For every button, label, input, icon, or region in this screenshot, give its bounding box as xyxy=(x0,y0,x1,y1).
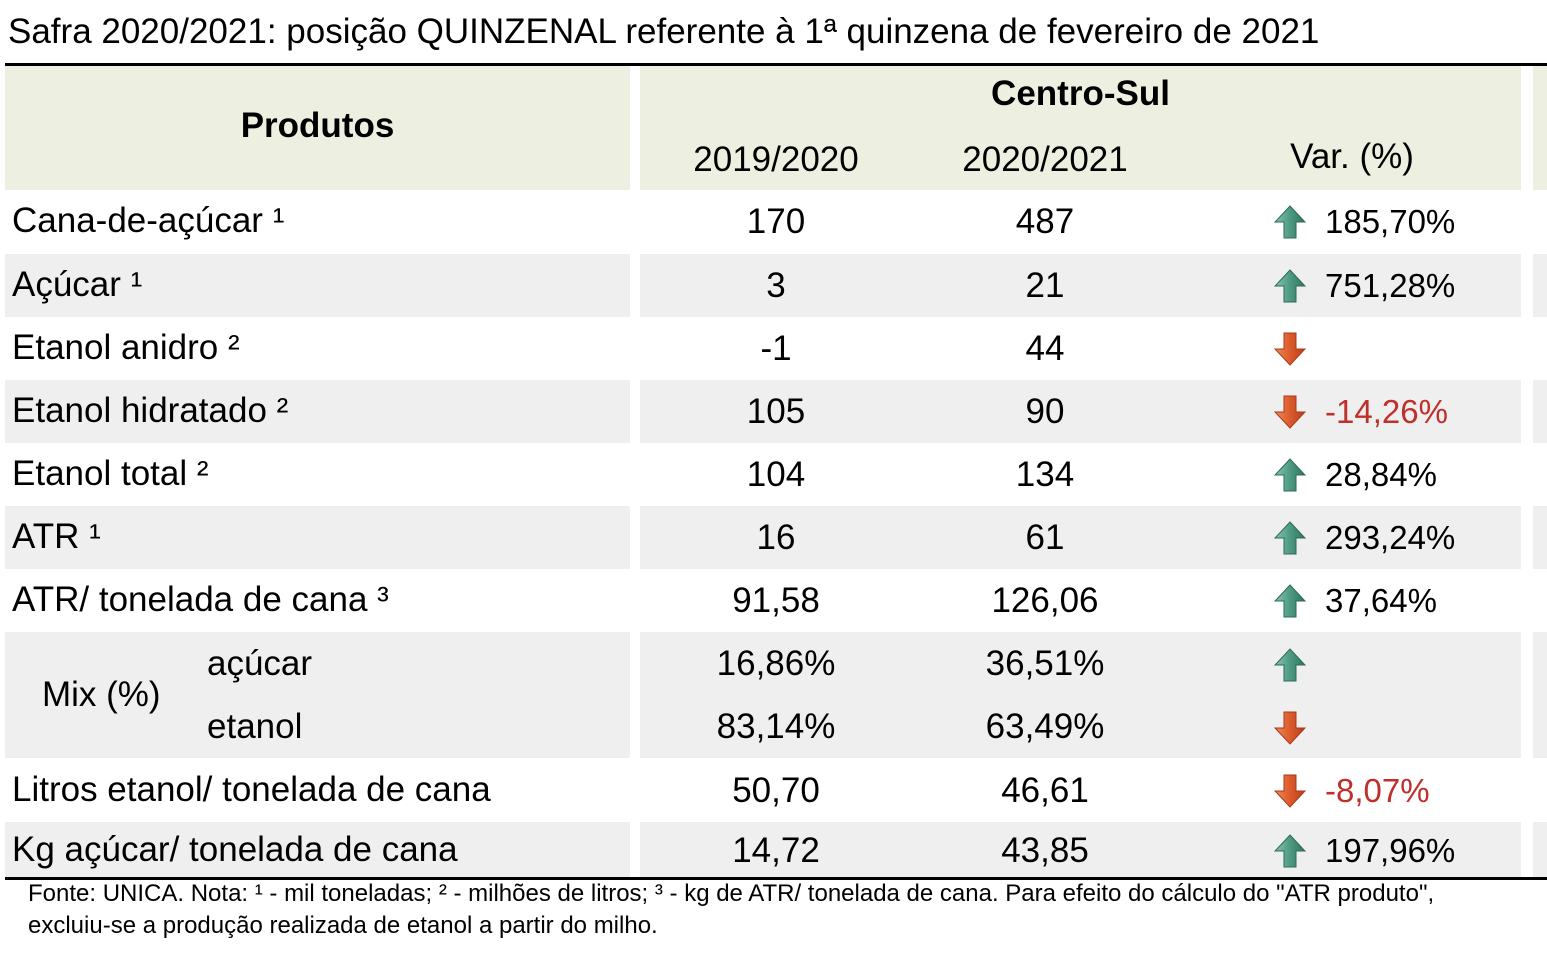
up-arrow-icon xyxy=(1274,648,1306,682)
row-value-2020-2021: 134 xyxy=(1015,455,1075,494)
footnote: Fonte: UNICA. Nota: ¹ - mil toneladas; ²… xyxy=(28,880,1435,939)
row-variation: 37,64% xyxy=(1325,582,1437,619)
row-variation: 185,70% xyxy=(1325,203,1456,240)
row-band xyxy=(5,254,630,317)
row-band xyxy=(1533,254,1547,317)
row-band xyxy=(5,632,630,758)
row-value-2019-2020: 91,58 xyxy=(732,581,820,620)
row-value-2019-2020: 104 xyxy=(746,455,806,494)
up-arrow-icon xyxy=(1274,458,1306,492)
down-arrow-icon xyxy=(1274,332,1306,366)
up-arrow-icon xyxy=(1274,205,1306,239)
row-value-2020-2021: 90 xyxy=(1025,392,1065,431)
row-variation: -8,07% xyxy=(1325,772,1430,809)
row-variation: 751,28% xyxy=(1325,267,1456,304)
header-region: Centro-Sul xyxy=(991,74,1170,113)
row-band xyxy=(640,506,1521,569)
row-band xyxy=(5,506,630,569)
row-label: Etanol hidratado ² xyxy=(12,391,289,430)
header-col-2020-2021: 2020/2021 xyxy=(962,140,1128,179)
row-label: Etanol total ² xyxy=(12,454,209,493)
row-label: Cana-de-açúcar ¹ xyxy=(12,201,285,240)
row-variation: 197,96% xyxy=(1325,832,1456,869)
mix-acucar-2019-2020: 16,86% xyxy=(716,644,836,683)
down-arrow-icon xyxy=(1274,395,1306,429)
row-variation: 293,24% xyxy=(1325,519,1456,556)
row-label: Açúcar ¹ xyxy=(12,265,143,304)
up-arrow-icon xyxy=(1274,584,1306,618)
row-label: ATR ¹ xyxy=(12,517,101,556)
up-arrow-icon xyxy=(1274,834,1306,868)
row-band xyxy=(5,822,630,877)
header-produtos-bg xyxy=(5,66,630,190)
row-value-2020-2021: 43,85 xyxy=(1001,831,1089,870)
row-value-2019-2020: 16 xyxy=(756,518,796,557)
header-produtos: Produtos xyxy=(240,106,395,145)
header-edge-bg xyxy=(1533,66,1547,190)
row-label: Kg açúcar/ tonelada de cana xyxy=(12,830,458,869)
top-rule xyxy=(5,63,1547,66)
row-value-2020-2021: 46,61 xyxy=(1001,771,1089,810)
row-band xyxy=(1533,506,1547,569)
row-band xyxy=(5,380,630,443)
row-variation: 28,84% xyxy=(1325,456,1437,493)
header-col-2019-2020: 2019/2020 xyxy=(693,140,859,179)
row-band xyxy=(640,822,1521,877)
row-band xyxy=(1533,822,1547,877)
up-arrow-icon xyxy=(1274,269,1306,303)
row-band xyxy=(1533,632,1547,758)
mix-etanol-label: etanol xyxy=(207,707,303,746)
row-value-2019-2020: 3 xyxy=(766,266,786,305)
mix-acucar-label: açúcar xyxy=(207,644,313,683)
row-label: Litros etanol/ tonelada de cana xyxy=(12,770,491,809)
row-band xyxy=(640,254,1521,317)
row-value-2019-2020: 105 xyxy=(746,392,806,431)
row-band xyxy=(1533,380,1547,443)
page-title: Safra 2020/2021: posição QUINZENAL refer… xyxy=(8,12,1320,51)
row-value-2019-2020: 170 xyxy=(746,202,806,241)
down-arrow-icon xyxy=(1274,711,1306,745)
down-arrow-icon xyxy=(1274,774,1306,808)
row-value-2019-2020: -1 xyxy=(760,329,792,368)
mix-acucar-2020-2021: 36,51% xyxy=(985,644,1105,683)
row-band xyxy=(640,632,1521,758)
row-value-2019-2020: 50,70 xyxy=(732,771,820,810)
mix-label: Mix (%) xyxy=(42,675,161,714)
row-value-2020-2021: 61 xyxy=(1025,518,1065,557)
row-band xyxy=(640,380,1521,443)
row-value-2020-2021: 44 xyxy=(1025,329,1065,368)
row-value-2020-2021: 21 xyxy=(1025,266,1065,305)
row-variation: -14,26% xyxy=(1325,393,1448,430)
row-value-2020-2021: 487 xyxy=(1015,202,1075,241)
mix-etanol-2020-2021: 63,49% xyxy=(985,707,1105,746)
mix-etanol-2019-2020: 83,14% xyxy=(716,707,836,746)
row-label: ATR/ tonelada de cana ³ xyxy=(12,580,389,619)
bottom-rule xyxy=(5,877,1547,880)
row-value-2020-2021: 126,06 xyxy=(991,581,1099,620)
row-value-2019-2020: 14,72 xyxy=(732,831,820,870)
up-arrow-icon xyxy=(1274,521,1306,555)
header-col-var: Var. (%) xyxy=(1290,137,1414,176)
header-region-bg xyxy=(640,66,1521,190)
row-label: Etanol anidro ² xyxy=(12,328,240,367)
